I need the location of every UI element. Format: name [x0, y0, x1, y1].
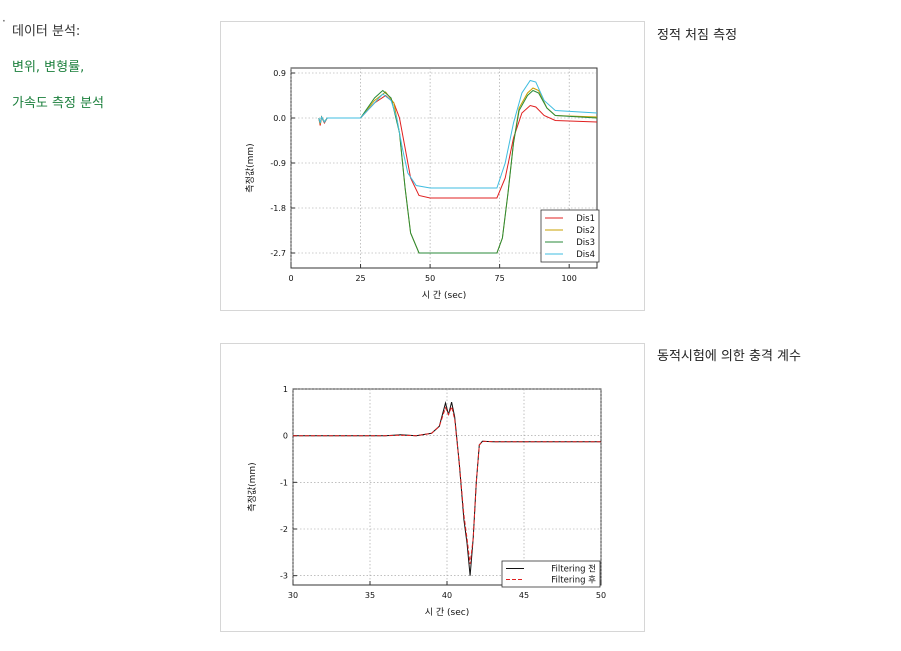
y-tick-label: 0.0: [273, 114, 286, 123]
x-tick-label: 45: [519, 591, 529, 600]
x-tick-label: 25: [355, 274, 365, 283]
legend-label: Filtering 전: [551, 564, 596, 575]
y-tick-label: -3: [280, 572, 288, 581]
legend-box: [501, 560, 601, 588]
x-tick-label: 50: [425, 274, 435, 283]
legend-label: Dis4: [576, 250, 595, 260]
x-tick-label: 100: [562, 274, 577, 283]
caption-dynamic-impact: 동적시험에 의한 충격 계수: [657, 349, 801, 364]
y-axis-label: 측정값(mm): [244, 143, 256, 192]
dynamic-impact-chart: 30 35 40 45 50 1 0 -1 -2 -3 시 간 (sec) 측정값(mm) Filter…: [246, 385, 606, 618]
x-tick-label: 35: [365, 591, 375, 600]
section-heading: 데이터 분석:: [12, 24, 81, 39]
y-tick-label: -2.7: [270, 249, 286, 258]
x-tick-label: 40: [442, 591, 452, 600]
y-tick-label: -1: [280, 478, 288, 487]
analysis-item-displacement-strain: 변위, 변형률,: [12, 60, 85, 75]
static-deflection-chart: 0 25 50 75 100 0.9 0.0 -0.9 -1.8 -2.7 시 간 (sec) 측정값…: [244, 67, 600, 301]
x-axis-label: 시 간 (sec): [425, 607, 469, 618]
x-tick-label: 0: [288, 274, 293, 283]
x-tick-label: 30: [288, 591, 298, 600]
y-tick-label: 0: [283, 432, 288, 441]
chart-frame-static: 0 25 50 75 100 0.9 0.0 -0.9 -1.8 -2.7 시 간 (sec) 측정값…: [220, 21, 645, 311]
legend-label: Dis3: [576, 238, 595, 248]
x-tick-label: 75: [495, 274, 505, 283]
legend-box: [540, 209, 600, 263]
analysis-item-acceleration: 가속도 측정 분석: [12, 96, 104, 111]
series-line-4: [318, 79, 598, 189]
caption-static-deflection: 정적 처짐 측정: [657, 28, 738, 43]
y-axis-label: 측정값(mm): [246, 462, 258, 511]
legend-label: Dis2: [576, 226, 595, 236]
x-axis-label: 시 간 (sec): [422, 290, 466, 301]
y-tick-label: -0.9: [270, 159, 286, 168]
series-line-2: [293, 405, 601, 565]
chart-frame-dynamic: 30 35 40 45 50 1 0 -1 -2 -3 시 간 (sec) 측정값(mm) Filter…: [220, 343, 645, 632]
y-tick-label: 0.9: [273, 69, 286, 78]
bullet-marker: ·: [2, 14, 6, 28]
legend-label: Dis1: [576, 214, 595, 224]
x-tick-label: 50: [596, 591, 606, 600]
y-tick-label: -1.8: [270, 204, 286, 213]
legend-label: Filtering 후: [551, 576, 596, 586]
y-tick-label: 1: [283, 385, 288, 394]
y-tick-label: -2: [280, 525, 288, 534]
